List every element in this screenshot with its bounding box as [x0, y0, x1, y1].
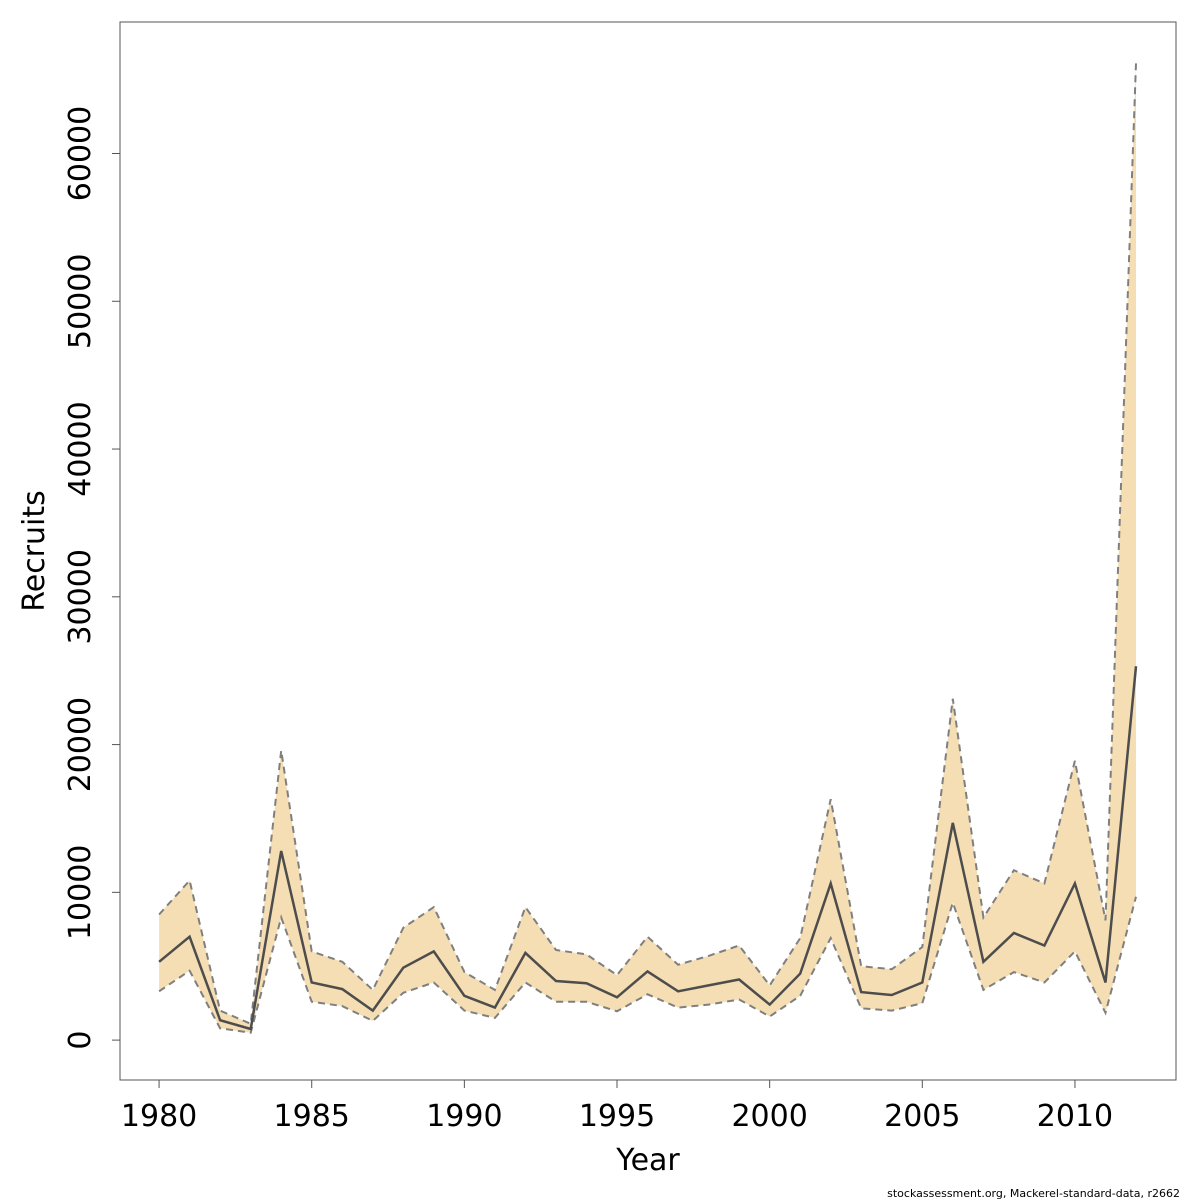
x-tick-label: 1995 — [579, 1099, 655, 1134]
lower-bound — [158, 896, 1137, 1034]
y-tick-label: 0 — [63, 1031, 98, 1050]
x-tick-label: 2000 — [731, 1099, 807, 1134]
estimate-line — [158, 666, 1138, 1031]
y-tick-label: 50000 — [63, 254, 98, 349]
x-tick-label: 1990 — [426, 1099, 502, 1134]
footnote: stockassessment.org, Mackerel-standard-d… — [887, 1187, 1180, 1200]
confidence-band — [159, 63, 1137, 1033]
y-tick-label: 40000 — [63, 401, 98, 496]
upper-bound — [158, 63, 1137, 1026]
y-axis-title: Recruits — [17, 490, 52, 612]
y-tick-label: 30000 — [63, 549, 98, 644]
y-tick-label: 10000 — [63, 845, 98, 940]
y-tick-label: 20000 — [63, 697, 98, 792]
y-tick-label: 60000 — [63, 106, 98, 201]
x-tick-label: 2010 — [1037, 1099, 1113, 1134]
x-tick-label: 1985 — [274, 1099, 350, 1134]
x-tick-label: 2005 — [884, 1099, 960, 1134]
x-tick-label: 1980 — [121, 1099, 197, 1134]
x-axis-title: Year — [615, 1143, 680, 1178]
